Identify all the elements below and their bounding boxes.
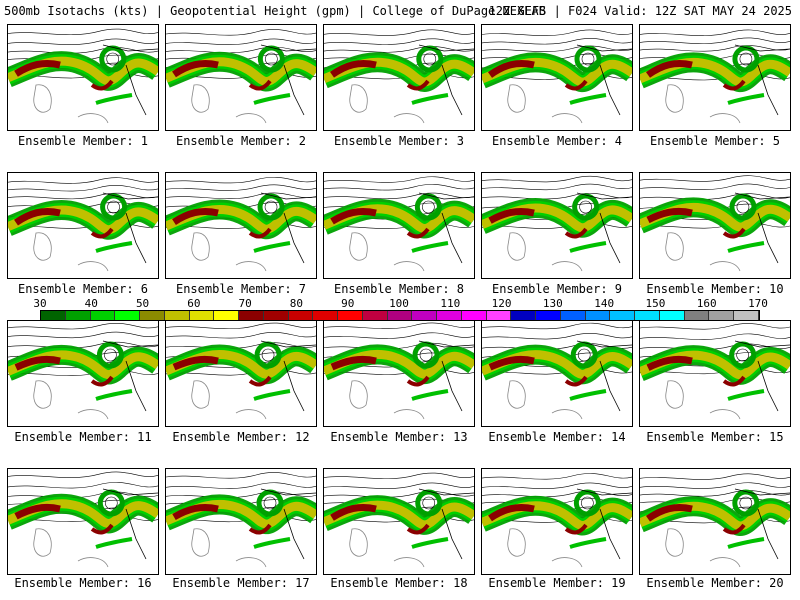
header-right: 12Z GEFS | F024 Valid: 12Z SAT MAY 24 20… [488, 4, 792, 18]
colorbar-segment [65, 311, 91, 320]
member-label-2: Ensemble Member: 2 [175, 134, 307, 148]
colorbar-segment [338, 311, 363, 320]
colorbar-segment [239, 311, 264, 320]
colorbar-segment [684, 311, 710, 320]
member-label-10: Ensemble Member: 10 [646, 282, 784, 296]
colorbar-segment [140, 311, 165, 320]
colorbar-tick-label: 130 [542, 297, 563, 310]
colorbar-tick-label: 80 [289, 297, 304, 310]
colorbar-segment [164, 311, 190, 320]
colorbar-segment [560, 311, 586, 320]
colorbar-tick-label: 160 [696, 297, 717, 310]
colorbar-segment [659, 311, 685, 320]
member-map-11 [7, 320, 159, 427]
colorbar-segment [189, 311, 215, 320]
member-label-12: Ensemble Member: 12 [172, 430, 310, 444]
colorbar-segment [585, 311, 611, 320]
member-map-5 [639, 24, 791, 131]
member-label-3: Ensemble Member: 3 [333, 134, 465, 148]
member-map-20 [639, 468, 791, 575]
colorbar-segment [437, 311, 462, 320]
member-label-16: Ensemble Member: 16 [14, 576, 152, 590]
colorbar-tick-label: 30 [33, 297, 47, 310]
member-map-14 [481, 320, 633, 427]
member-label-18: Ensemble Member: 18 [330, 576, 468, 590]
colorbar-segment [511, 311, 537, 320]
member-label-5: Ensemble Member: 5 [649, 134, 781, 148]
member-map-10 [639, 172, 791, 279]
colorbar-segment [41, 311, 66, 320]
colorbar-tick-label: 110 [440, 297, 461, 310]
member-map-7 [165, 172, 317, 279]
member-map-18 [323, 468, 475, 575]
colorbar-segment [214, 311, 240, 320]
member-label-7: Ensemble Member: 7 [175, 282, 307, 296]
member-map-15 [639, 320, 791, 427]
member-label-6: Ensemble Member: 6 [17, 282, 149, 296]
colorbar-tick-label: 170 [748, 297, 768, 310]
colorbar [40, 310, 760, 321]
member-map-8 [323, 172, 475, 279]
colorbar-tick-label: 150 [645, 297, 666, 310]
member-map-1 [7, 24, 159, 131]
member-map-13 [323, 320, 475, 427]
colorbar-tick-label: 140 [594, 297, 615, 310]
colorbar-tick-label: 120 [491, 297, 512, 310]
colorbar-segment [461, 311, 487, 320]
colorbar-segment [288, 311, 314, 320]
member-label-14: Ensemble Member: 14 [488, 430, 626, 444]
colorbar-ticks: 30 40 50 60 70 80 90 100 110 120 130 140 150 160 170 [0, 296, 800, 318]
colorbar-segment [362, 311, 388, 320]
member-map-12 [165, 320, 317, 427]
member-label-15: Ensemble Member: 15 [646, 430, 784, 444]
colorbar-segment [313, 311, 339, 320]
member-label-9: Ensemble Member: 9 [491, 282, 623, 296]
header-left: 500mb Isotachs (kts) | Geopotential Heig… [4, 4, 546, 18]
colorbar-segment [486, 311, 512, 320]
colorbar-tick-label: 90 [341, 297, 355, 310]
colorbar-segment [610, 311, 636, 320]
colorbar-segment [263, 311, 289, 320]
colorbar-segment [387, 311, 413, 320]
colorbar-tick-label: 60 [187, 297, 201, 310]
member-map-19 [481, 468, 633, 575]
colorbar-segment [734, 311, 759, 320]
member-map-16 [7, 468, 159, 575]
member-label-11: Ensemble Member: 11 [14, 430, 152, 444]
member-label-4: Ensemble Member: 4 [491, 134, 623, 148]
colorbar-tick-label: 70 [238, 297, 252, 310]
colorbar-tick-label: 100 [389, 297, 409, 310]
colorbar-tick-label: 40 [84, 297, 98, 310]
member-map-9 [481, 172, 633, 279]
member-map-3 [323, 24, 475, 131]
member-map-17 [165, 468, 317, 575]
member-map-4 [481, 24, 633, 131]
colorbar-segment [635, 311, 660, 320]
member-label-13: Ensemble Member: 13 [330, 430, 468, 444]
member-label-19: Ensemble Member: 19 [488, 576, 626, 590]
member-map-2 [165, 24, 317, 131]
colorbar-tick-label: 50 [135, 297, 150, 310]
colorbar-segment [412, 311, 438, 320]
member-label-8: Ensemble Member: 8 [333, 282, 465, 296]
colorbar-segment [709, 311, 735, 320]
colorbar-segment [115, 311, 141, 320]
member-label-1: Ensemble Member: 1 [17, 134, 149, 148]
colorbar-segment [90, 311, 116, 320]
member-label-20: Ensemble Member: 20 [646, 576, 784, 590]
colorbar-segment [536, 311, 561, 320]
member-label-17: Ensemble Member: 17 [172, 576, 310, 590]
member-map-6 [7, 172, 159, 279]
